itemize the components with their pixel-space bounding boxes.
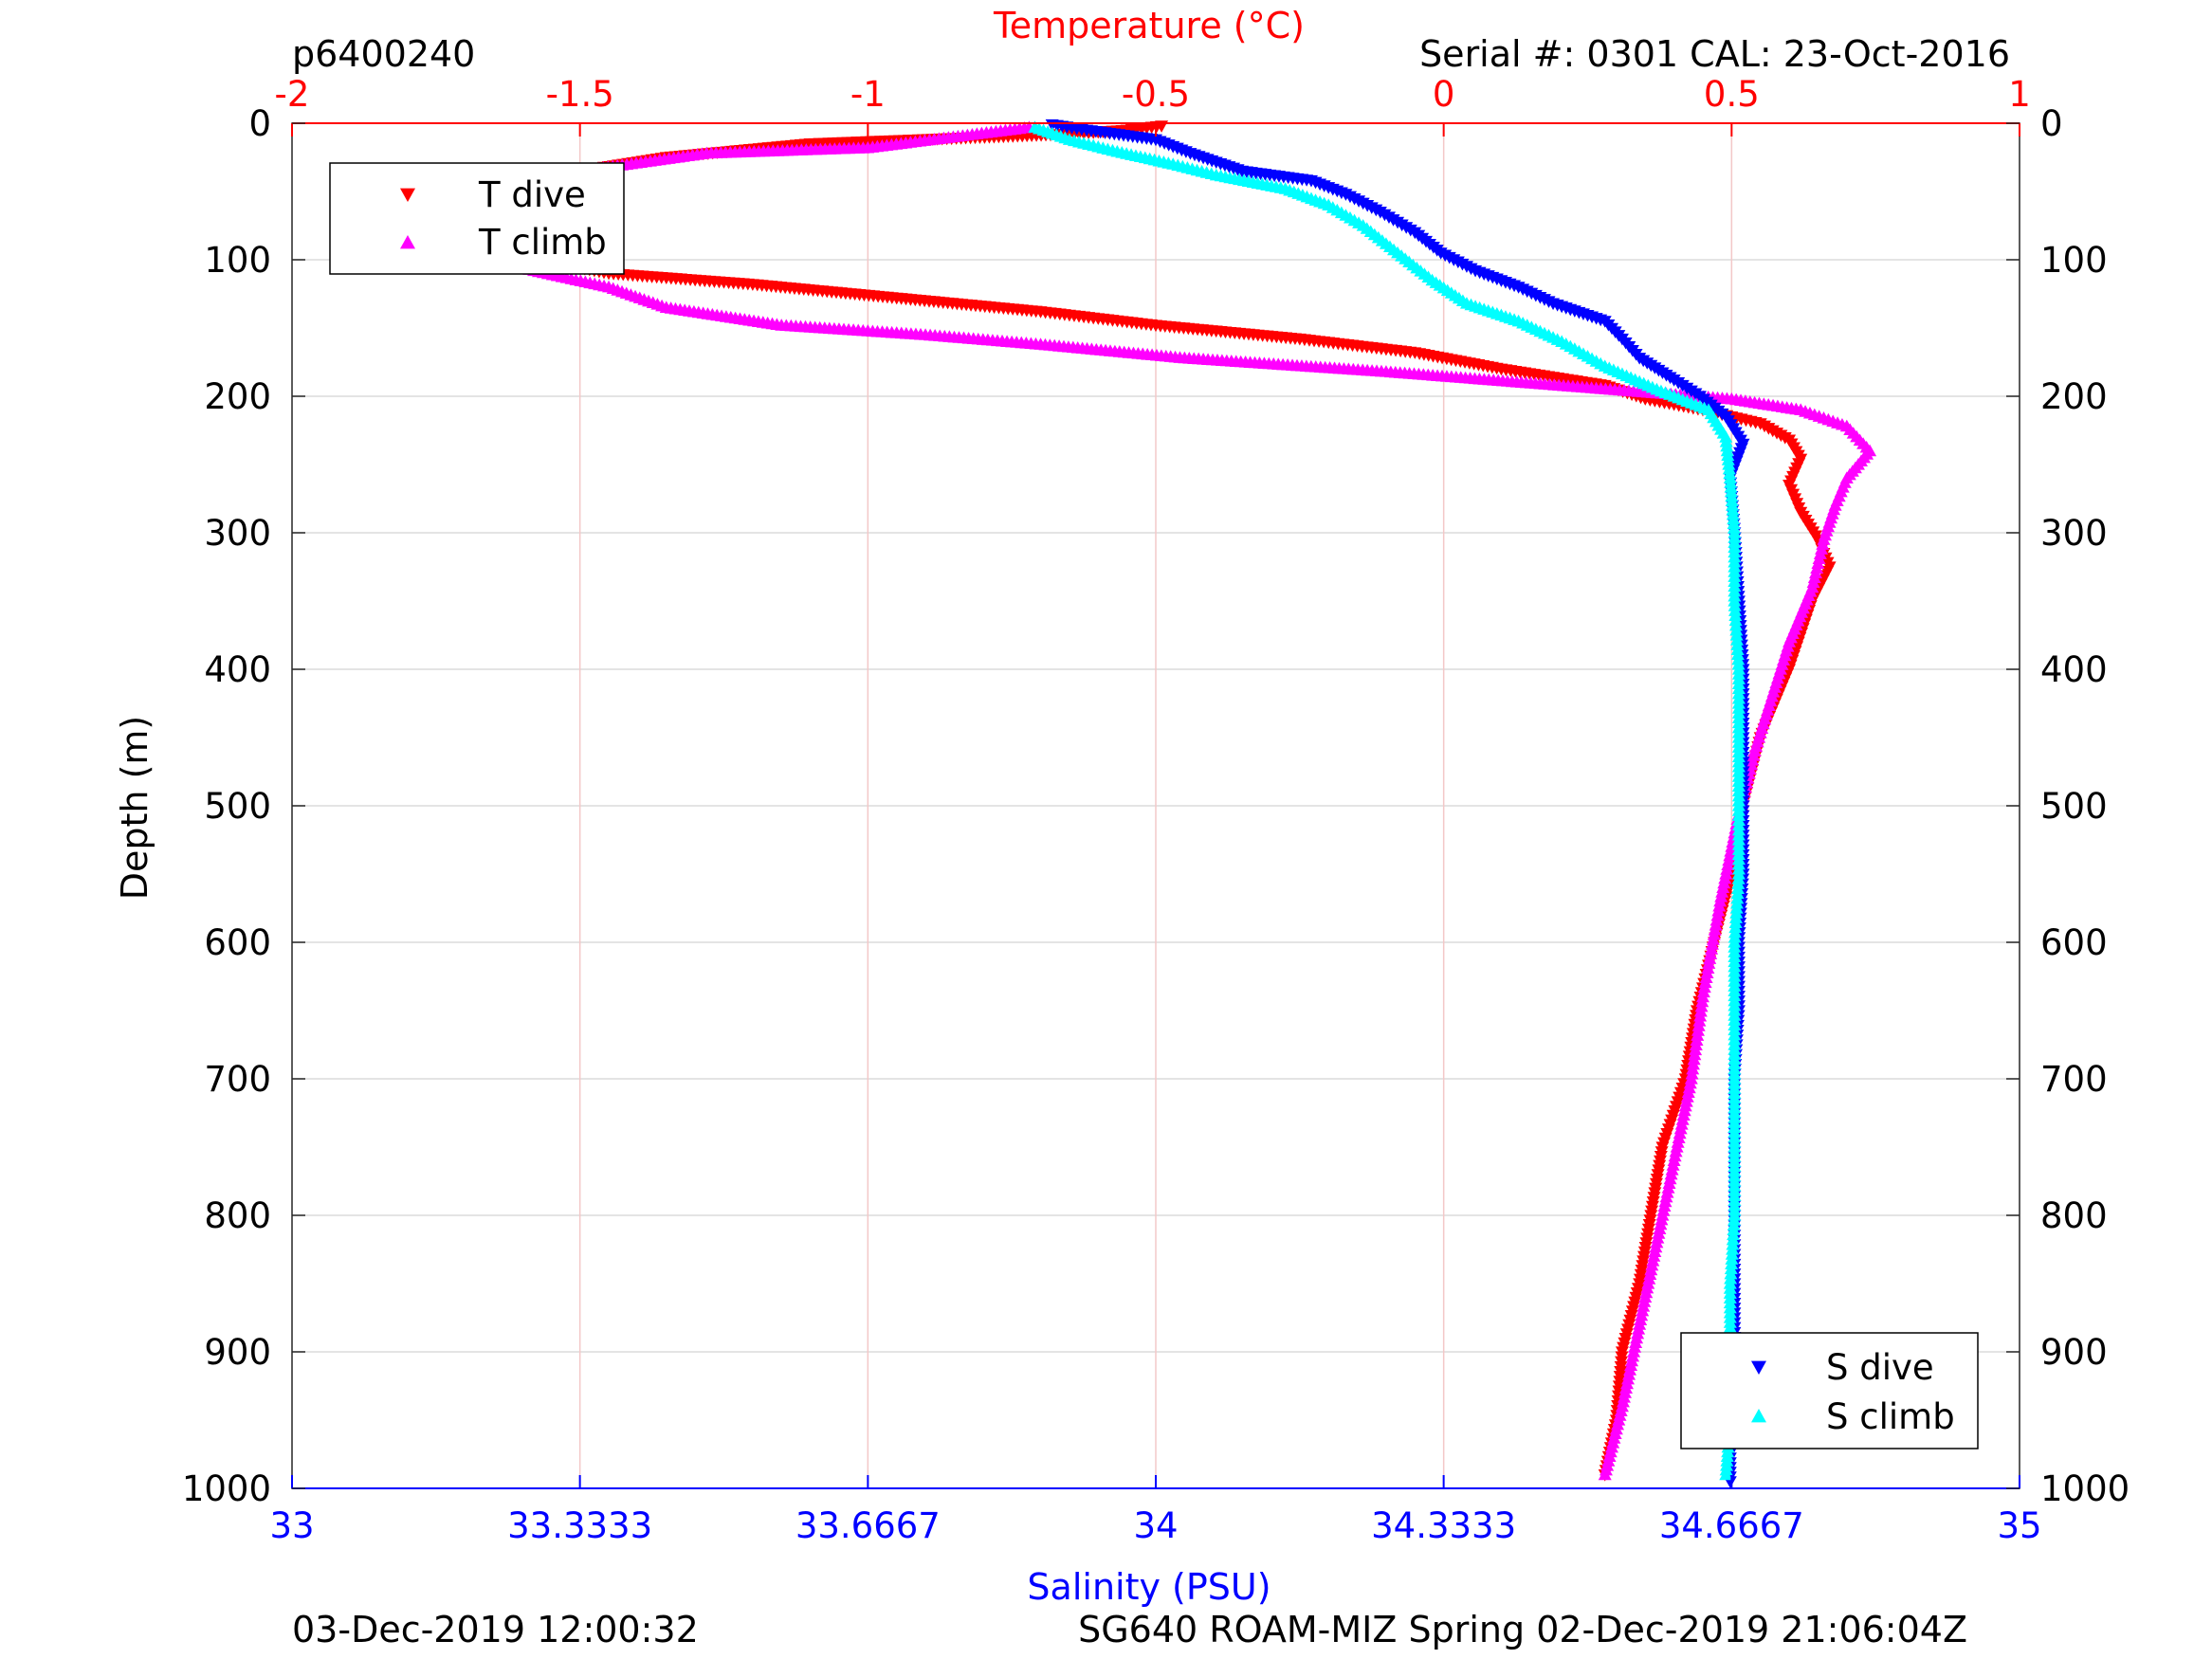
temperature-tick-label: 1 bbox=[2008, 74, 2031, 115]
serial-cal-label: Serial #: 0301 CAL: 23-Oct-2016 bbox=[1419, 33, 2010, 75]
depth-tick-label-right: 900 bbox=[2040, 1332, 2108, 1373]
depth-tick-label-left: 800 bbox=[204, 1195, 271, 1236]
legend-s-climb-label: S climb bbox=[1826, 1396, 1955, 1437]
series-t-dive bbox=[458, 120, 1837, 1482]
temperature-axis-label: Temperature (°C) bbox=[993, 5, 1305, 46]
depth-tick-label-left: 400 bbox=[204, 649, 271, 690]
data-point bbox=[1691, 1029, 1705, 1041]
legend-temperature: T dive T climb bbox=[329, 162, 625, 275]
legend-s-climb-marker bbox=[1751, 1409, 1766, 1423]
temperature-tick-label: -1.5 bbox=[546, 74, 614, 115]
temperature-tick-label: -1 bbox=[850, 74, 886, 115]
depth-tick-label-right: 800 bbox=[2040, 1195, 2108, 1236]
data-point bbox=[1711, 903, 1726, 917]
data-series bbox=[400, 118, 1877, 1488]
depth-tick-label-left: 900 bbox=[204, 1332, 271, 1373]
data-point bbox=[1702, 957, 1716, 969]
salinity-tick-label: 35 bbox=[1997, 1505, 2041, 1546]
axes: -2 -1.5 -1 -0.5 0 0.5 1 33 33.3333 33.6667 34 34.33… bbox=[182, 74, 2130, 1546]
data-point bbox=[1700, 966, 1714, 978]
data-point bbox=[1708, 923, 1722, 936]
data-point bbox=[1688, 1048, 1702, 1061]
depth-tick-label-right: 300 bbox=[2040, 513, 2108, 554]
legend-t-dive-marker bbox=[400, 188, 415, 202]
footer-timestamp: 03-Dec-2019 12:00:32 bbox=[292, 1609, 699, 1650]
data-point bbox=[1701, 961, 1715, 974]
data-point bbox=[1709, 919, 1723, 931]
temperature-tick-label: -0.5 bbox=[1122, 74, 1190, 115]
data-point bbox=[1709, 913, 1724, 926]
salinity-tick-label: 34 bbox=[1133, 1505, 1178, 1546]
data-point bbox=[1689, 1038, 1703, 1051]
depth-tick-label-left: 300 bbox=[204, 513, 271, 554]
depth-tick-label-left: 600 bbox=[204, 922, 271, 963]
data-point bbox=[1693, 1004, 1708, 1017]
data-point bbox=[1689, 1043, 1703, 1056]
data-point bbox=[1712, 899, 1727, 912]
depth-axis-label: Depth (m) bbox=[114, 716, 155, 901]
data-point bbox=[1686, 1062, 1700, 1075]
data-point bbox=[1705, 942, 1719, 955]
depth-tick-label-left: 500 bbox=[204, 786, 271, 827]
data-point bbox=[1695, 990, 1709, 1003]
legend-t-climb-marker bbox=[400, 235, 415, 249]
depth-tick-label-right: 600 bbox=[2040, 922, 2108, 963]
data-point bbox=[1693, 1009, 1708, 1022]
data-point bbox=[1699, 971, 1713, 984]
profile-id: p6400240 bbox=[292, 33, 475, 75]
data-point bbox=[1691, 1019, 1706, 1031]
depth-tick-label-right: 0 bbox=[2040, 103, 2063, 144]
depth-tick-label-right: 1000 bbox=[2040, 1468, 2130, 1509]
data-point bbox=[1713, 894, 1728, 907]
data-point bbox=[1719, 1468, 1733, 1481]
data-point bbox=[1697, 980, 1711, 994]
legend-temperature-box bbox=[329, 162, 625, 275]
legend-s-dive-marker bbox=[1751, 1360, 1766, 1375]
depth-tick-label-left: 700 bbox=[204, 1059, 271, 1100]
salinity-axis-label: Salinity (PSU) bbox=[1027, 1566, 1271, 1608]
footer-mission: SG640 ROAM-MIZ Spring 02-Dec-2019 21:06:… bbox=[1078, 1609, 1967, 1650]
salinity-tick-label: 34.3333 bbox=[1371, 1505, 1516, 1546]
data-point bbox=[1692, 1014, 1707, 1027]
data-point bbox=[1687, 1052, 1701, 1066]
depth-tick-label-right: 200 bbox=[2040, 376, 2108, 417]
depth-tick-label-left: 0 bbox=[248, 103, 271, 144]
data-point bbox=[1710, 908, 1725, 921]
data-point bbox=[1707, 928, 1721, 940]
legend-s-dive-label: S dive bbox=[1826, 1347, 1934, 1388]
data-point bbox=[1704, 947, 1718, 959]
data-point bbox=[1705, 938, 1719, 950]
data-point bbox=[1698, 975, 1712, 989]
salinity-tick-label: 33.6667 bbox=[795, 1505, 941, 1546]
temperature-tick-label: -2 bbox=[275, 74, 310, 115]
legend-t-climb-label: T climb bbox=[478, 222, 607, 263]
depth-tick-label-right: 400 bbox=[2040, 649, 2108, 690]
salinity-tick-label: 34.6667 bbox=[1659, 1505, 1804, 1546]
depth-tick-label-right: 100 bbox=[2040, 240, 2108, 281]
data-point bbox=[1706, 933, 1720, 945]
legend-salinity: S dive S climb bbox=[1680, 1332, 1979, 1449]
data-point bbox=[1695, 994, 1709, 1008]
depth-tick-label-right: 500 bbox=[2040, 786, 2108, 827]
temperature-tick-label: 0.5 bbox=[1704, 74, 1760, 115]
depth-tick-label-left: 1000 bbox=[182, 1468, 271, 1509]
data-point bbox=[1691, 1024, 1705, 1036]
temperature-tick-label: 0 bbox=[1433, 74, 1455, 115]
data-point bbox=[1696, 985, 1710, 998]
data-point bbox=[1685, 1066, 1699, 1080]
legend-t-dive-label: T dive bbox=[478, 174, 586, 215]
depth-tick-label-right: 700 bbox=[2040, 1059, 2108, 1100]
series-t-climb bbox=[400, 120, 1877, 1481]
salinity-tick-label: 33 bbox=[269, 1505, 314, 1546]
data-point bbox=[1703, 952, 1717, 964]
data-point bbox=[1694, 999, 1709, 1012]
depth-tick-label-left: 200 bbox=[204, 376, 271, 417]
legend-salinity-box bbox=[1680, 1332, 1979, 1449]
data-point bbox=[1598, 1468, 1612, 1481]
salinity-tick-label: 33.3333 bbox=[507, 1505, 652, 1546]
data-point bbox=[1690, 1033, 1704, 1046]
data-point bbox=[1686, 1057, 1700, 1070]
depth-tick-label-left: 100 bbox=[204, 240, 271, 281]
